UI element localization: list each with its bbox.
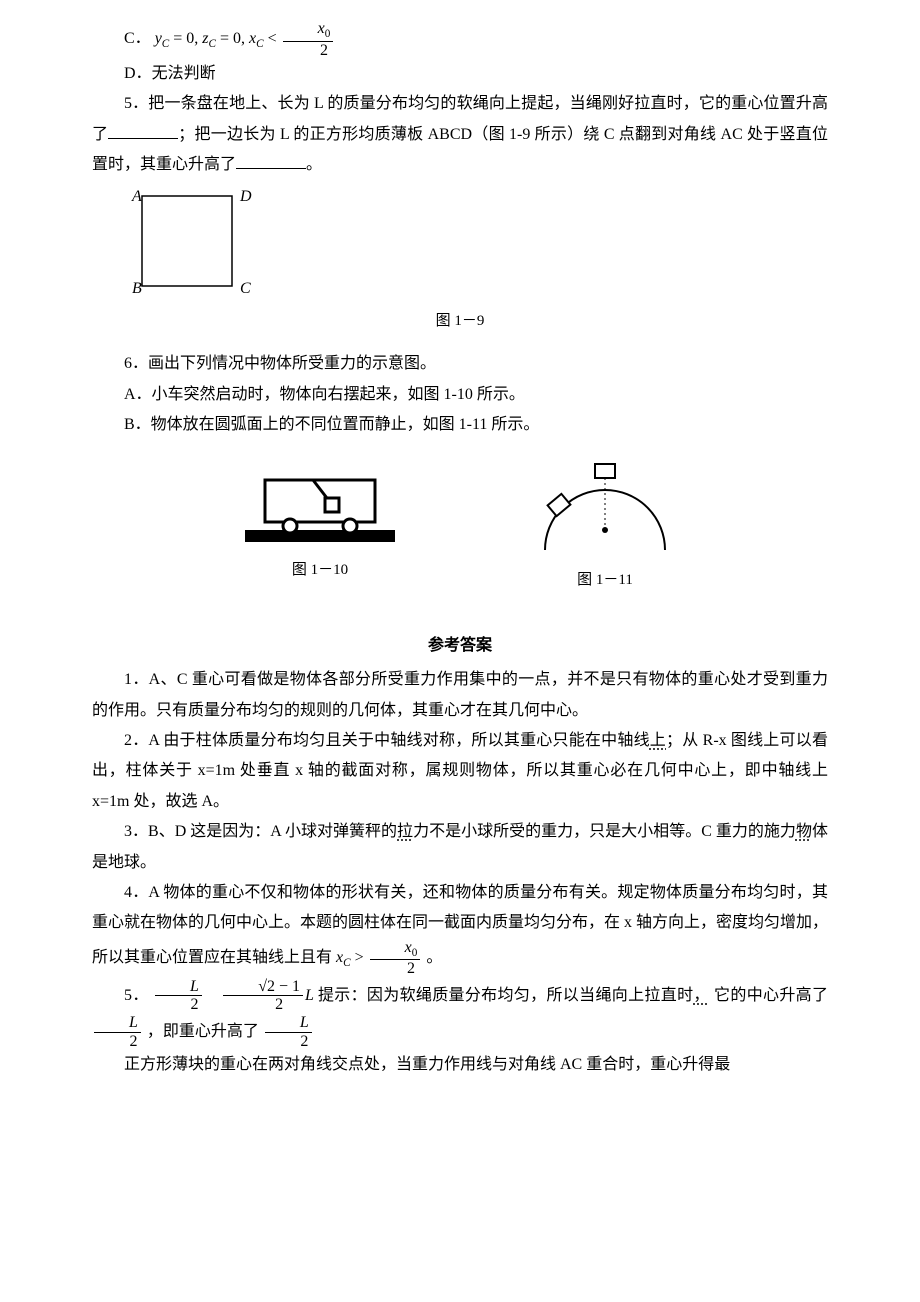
q5-blank-2 bbox=[236, 152, 306, 169]
figure-1-10-caption: 图 1－10 bbox=[292, 556, 348, 585]
figure-1-11-svg bbox=[525, 450, 685, 560]
question-5: 5．把一条盘在地上、长为 L 的质量分布均匀的软绳向上提起，当绳刚好拉直时，它的… bbox=[92, 89, 828, 180]
figure-1-9-caption: 图 1－9 bbox=[92, 307, 828, 336]
answer-3: 3．B、D 这是因为：A 小球对弹簧秤的拉力不是小球所受的重力，只是大小相等。C… bbox=[92, 817, 828, 878]
ans3-dot1: 拉 bbox=[397, 823, 413, 840]
option-d-text: 无法判断 bbox=[152, 65, 216, 82]
figure-1-9: A D B C 图 1－9 bbox=[92, 181, 828, 336]
question-6a: A．小车突然启动时，物体向右摆起来，如图 1-10 所示。 bbox=[92, 380, 828, 410]
answer-2: 2．A 由于柱体质量分布均匀且关于中轴线对称，所以其重心只能在中轴线上；从 R-… bbox=[92, 726, 828, 817]
ans4-math: xC > x02 bbox=[336, 949, 426, 966]
ans3-dot2: 物 bbox=[796, 823, 812, 840]
question-6: 6．画出下列情况中物体所受重力的示意图。 bbox=[92, 349, 828, 379]
figure-1-9-svg: A D B C bbox=[92, 181, 282, 301]
q5-blank-1 bbox=[108, 122, 178, 139]
figure-1-11: 图 1－11 bbox=[525, 450, 685, 609]
ans3-b: 力不是小球所受的重力，只是大小相等。C 重力的施力 bbox=[413, 823, 796, 840]
figure-1-10-svg bbox=[235, 450, 405, 550]
svg-text:B: B bbox=[132, 280, 142, 297]
ans5-b: 提示：因为软绳质量分布均匀，所以当绳向上拉直时 bbox=[318, 987, 693, 1004]
ans5-a: 5． bbox=[124, 987, 149, 1004]
option-c-math: yC = 0, zC = 0, xC < x02 bbox=[155, 30, 336, 47]
answers-title: 参考答案 bbox=[92, 631, 828, 661]
svg-text:C: C bbox=[240, 280, 251, 297]
ans5-d: ，即重心升高了 bbox=[147, 1023, 259, 1040]
ans5-frac1: L2 bbox=[153, 987, 208, 1004]
ans5-dot: ， bbox=[693, 987, 709, 1004]
q5-tail: 。 bbox=[306, 156, 322, 173]
figure-1-10: 图 1－10 bbox=[235, 450, 405, 609]
ans5-frac4: L2 bbox=[263, 1023, 314, 1040]
option-d: D．无法判断 bbox=[92, 59, 828, 89]
question-6b: B．物体放在圆弧面上的不同位置而静止，如图 1-11 所示。 bbox=[92, 410, 828, 440]
answer-1: 1．A、C 重心可看做是物体各部分所受重力作用集中的一点，并不是只有物体的重心处… bbox=[92, 665, 828, 726]
ans4-a: 4．A 物体的重心不仅和物体的形状有关，还和物体的质量分布有关。规定物体质量分布… bbox=[92, 884, 828, 966]
figure-1-11-caption: 图 1－11 bbox=[577, 566, 633, 595]
figure-row: 图 1－10 图 1－11 bbox=[92, 450, 828, 609]
ans5-frac2: √2 − 12L bbox=[221, 987, 318, 1004]
q5-mid: ；把一边长为 L 的正方形均质薄板 ABCD（图 1-9 所示）绕 C 点翻到对… bbox=[92, 126, 828, 173]
svg-text:D: D bbox=[239, 188, 252, 205]
ans4-b: 。 bbox=[426, 949, 442, 966]
answer-4: 4．A 物体的重心不仅和物体的形状有关，还和物体的质量分布有关。规定物体质量分布… bbox=[92, 878, 828, 978]
svg-text:A: A bbox=[131, 188, 142, 205]
option-d-letter: D． bbox=[124, 65, 152, 82]
option-c: C． yC = 0, zC = 0, xC < x02 bbox=[92, 20, 828, 59]
ans2-dot: 上 bbox=[650, 732, 666, 749]
ans2-a: 2．A 由于柱体质量分布均匀且关于中轴线对称，所以其重心只能在中轴线 bbox=[124, 732, 650, 749]
answer-6: 正方形薄块的重心在两对角线交点处，当重力作用线与对角线 AC 重合时，重心升得最 bbox=[92, 1050, 828, 1080]
ans5-frac3: L2 bbox=[92, 1023, 147, 1040]
option-c-letter: C． bbox=[124, 30, 151, 47]
answer-5-line1: 5． L2 √2 − 12L 提示：因为软绳质量分布均匀，所以当绳向上拉直时， … bbox=[92, 978, 828, 1050]
ans5-c: 它的中心升高了 bbox=[710, 987, 828, 1004]
ans3-a: 3．B、D 这是因为：A 小球对弹簧秤的 bbox=[124, 823, 397, 840]
